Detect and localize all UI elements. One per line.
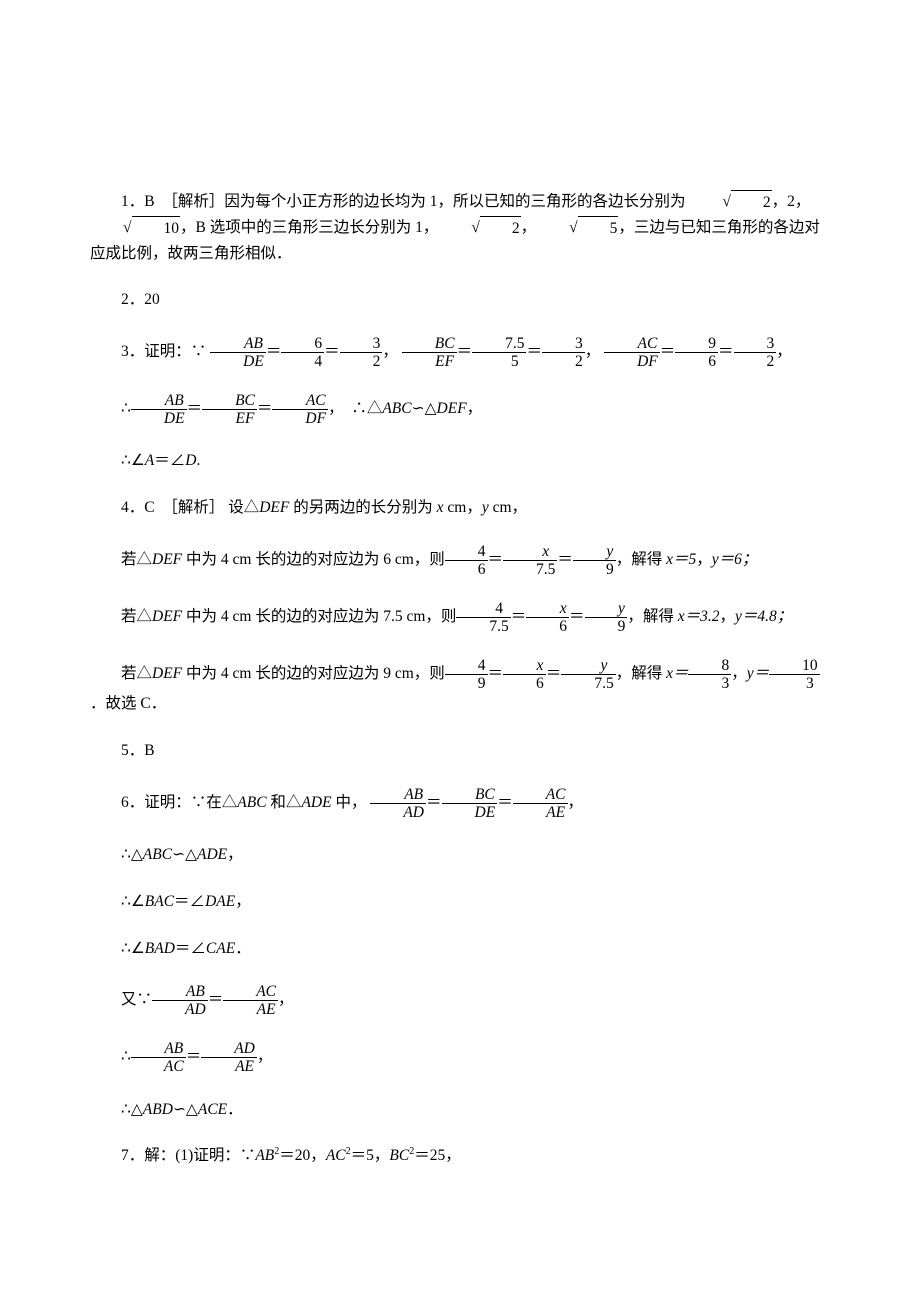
answer-6-line7: ∴△ABD∽△ACE．	[90, 1098, 830, 1123]
frac-75-5: 7.55	[472, 335, 526, 370]
answer-5: 5．B	[90, 739, 830, 764]
frac-3-2b: 32	[542, 335, 585, 370]
answer-1: 1．B ［解析］因为每个小正方形的边长均为 1，所以已知的三角形的各边长分别为 …	[90, 190, 830, 266]
sqrt-2b: 2	[438, 216, 520, 242]
text: 1．B ［解析］因为每个小正方形的边长均为 1，所以已知的三角形的各边长分别为	[121, 193, 685, 210]
frac-ac-df: ACDF	[604, 335, 660, 370]
answer-4-case-b: 若△DEF 中为 4 cm 长的边的对应边为 7.5 cm，则47.5＝x6＝y…	[90, 600, 830, 635]
frac-3-2c: 32	[734, 335, 777, 370]
frac-9-6: 96	[675, 335, 718, 370]
answer-6-line3: ∴∠BAC＝∠DAE，	[90, 890, 830, 915]
answer-6-line6: ∴ABAC＝ADAE，	[90, 1040, 830, 1075]
frac-ac-df2: ACDF	[272, 392, 328, 427]
answer-7: 7．解：(1)证明：∵AB2＝20，AC2＝5，BC2＝25，	[90, 1144, 830, 1169]
answer-4-case-c: 若△DEF 中为 4 cm 长的边的对应边为 9 cm，则49＝x6＝y7.5，…	[90, 657, 830, 717]
frac-bc-ef2: BCEF	[202, 392, 257, 427]
frac-ab-de2: ABDE	[131, 392, 187, 427]
answer-3-line2: ∴ABDE＝BCEF＝ACDF， ∴△ABC∽△DEF，	[90, 392, 830, 427]
answer-6-line1: 6．证明：∵在△ABC 和△ADE 中， ABAD＝BCDE＝ACAE，	[90, 786, 830, 821]
frac-3-2a: 32	[340, 335, 383, 370]
sqrt-2: 2	[689, 190, 771, 216]
answer-4-lead: 4．C ［解析］ 设△DEF 的另两边的长分别为 x cm，y cm，	[90, 496, 830, 521]
answer-3-line3: ∴∠A＝∠D.	[90, 449, 830, 474]
answer-6-line4: ∴∠BAD＝∠CAE．	[90, 937, 830, 962]
answer-3-line1: 3．证明：∵ ABDE＝64＝32， BCEF＝7.55＝32， ACDF＝96…	[90, 335, 830, 370]
frac-ab-de: ABDE	[210, 335, 266, 370]
frac-bc-ef: BCEF	[402, 335, 457, 370]
answer-2: 2．20	[90, 288, 830, 313]
sqrt-5: 5	[536, 216, 618, 242]
answer-6-line2: ∴△ABC∽△ADE，	[90, 843, 830, 868]
answer-6-line5: 又∵ABAD＝ACAE，	[90, 983, 830, 1018]
frac-6-4: 64	[281, 335, 324, 370]
sqrt-10: 10	[90, 216, 180, 242]
answer-4-case-a: 若△DEF 中为 4 cm 长的边的对应边为 6 cm，则46＝x7.5＝y9，…	[90, 543, 830, 578]
